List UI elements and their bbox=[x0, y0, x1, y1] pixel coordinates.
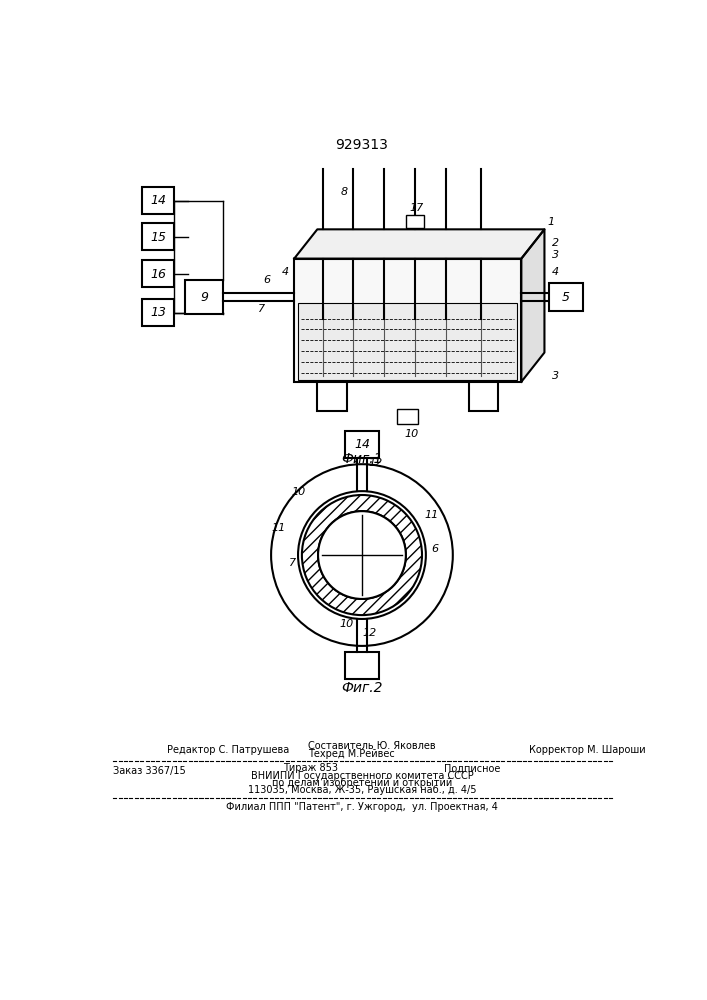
Text: 10: 10 bbox=[404, 429, 419, 439]
Bar bbox=[294, 259, 521, 382]
Polygon shape bbox=[294, 229, 544, 259]
Text: Подписное: Подписное bbox=[444, 763, 501, 773]
Text: 6: 6 bbox=[431, 544, 438, 554]
Text: 5: 5 bbox=[562, 291, 570, 304]
Text: 14: 14 bbox=[354, 438, 370, 451]
Text: Тираж 853: Тираж 853 bbox=[283, 763, 338, 773]
Text: Фиг.2: Фиг.2 bbox=[341, 681, 382, 695]
Text: по делам изобретений и открытий: по делам изобретений и открытий bbox=[271, 778, 452, 788]
Text: 2: 2 bbox=[551, 238, 559, 248]
Bar bbox=[397, 409, 418, 424]
Text: Редактор С. Патрушева: Редактор С. Патрушева bbox=[167, 745, 289, 755]
Circle shape bbox=[298, 491, 426, 619]
Bar bbox=[345, 431, 379, 458]
Text: 11: 11 bbox=[271, 523, 286, 533]
Text: Корректор М. Шароши: Корректор М. Шароши bbox=[529, 745, 645, 755]
Text: 113035, Москва, Ж-35, Раушская наб., д. 4/5: 113035, Москва, Ж-35, Раушская наб., д. … bbox=[247, 785, 477, 795]
Bar bbox=[141, 260, 174, 287]
Text: 3: 3 bbox=[551, 250, 559, 260]
Bar bbox=[141, 299, 174, 326]
Text: 9: 9 bbox=[200, 291, 208, 304]
Bar bbox=[469, 382, 498, 411]
Text: 10: 10 bbox=[292, 487, 306, 497]
Text: 12: 12 bbox=[363, 628, 377, 638]
Text: Заказ 3367/15: Заказ 3367/15 bbox=[113, 766, 186, 776]
Text: 16: 16 bbox=[150, 267, 166, 280]
Text: 3: 3 bbox=[551, 371, 559, 381]
Bar bbox=[345, 652, 379, 679]
Text: 7: 7 bbox=[289, 558, 296, 568]
Text: Филиал ППП "Патент", г. Ужгород,  ул. Проектная, 4: Филиал ППП "Патент", г. Ужгород, ул. Про… bbox=[226, 802, 498, 812]
Text: 8: 8 bbox=[341, 187, 348, 197]
Bar bbox=[406, 215, 424, 228]
Text: 11: 11 bbox=[424, 510, 438, 520]
Circle shape bbox=[271, 464, 452, 646]
Wedge shape bbox=[302, 495, 422, 615]
Text: 4: 4 bbox=[551, 267, 559, 277]
Bar bbox=[317, 382, 346, 411]
Text: 13: 13 bbox=[150, 306, 166, 319]
Bar bbox=[141, 187, 174, 214]
Text: 7: 7 bbox=[257, 304, 264, 314]
Text: 1: 1 bbox=[547, 217, 554, 227]
Bar bbox=[141, 223, 174, 250]
Circle shape bbox=[318, 511, 406, 599]
Text: 12: 12 bbox=[368, 458, 383, 468]
Text: 17: 17 bbox=[409, 203, 423, 213]
Text: 15: 15 bbox=[150, 231, 166, 244]
Text: 4: 4 bbox=[281, 267, 288, 277]
Text: 929313: 929313 bbox=[336, 138, 388, 152]
Text: Техред М.Рейвес: Техред М.Рейвес bbox=[308, 749, 395, 759]
Text: 10: 10 bbox=[339, 619, 354, 629]
Polygon shape bbox=[521, 229, 544, 382]
Bar bbox=[549, 283, 583, 311]
Bar bbox=[185, 280, 223, 314]
Text: ВНИИПИ Государственного комитета СССР: ВНИИПИ Государственного комитета СССР bbox=[250, 771, 473, 781]
Text: 6: 6 bbox=[264, 275, 271, 285]
Text: 14: 14 bbox=[150, 194, 166, 207]
Text: Фиг.1: Фиг.1 bbox=[341, 452, 382, 466]
Bar bbox=[298, 303, 518, 380]
Text: Составитель Ю. Яковлев: Составитель Ю. Яковлев bbox=[308, 741, 436, 751]
